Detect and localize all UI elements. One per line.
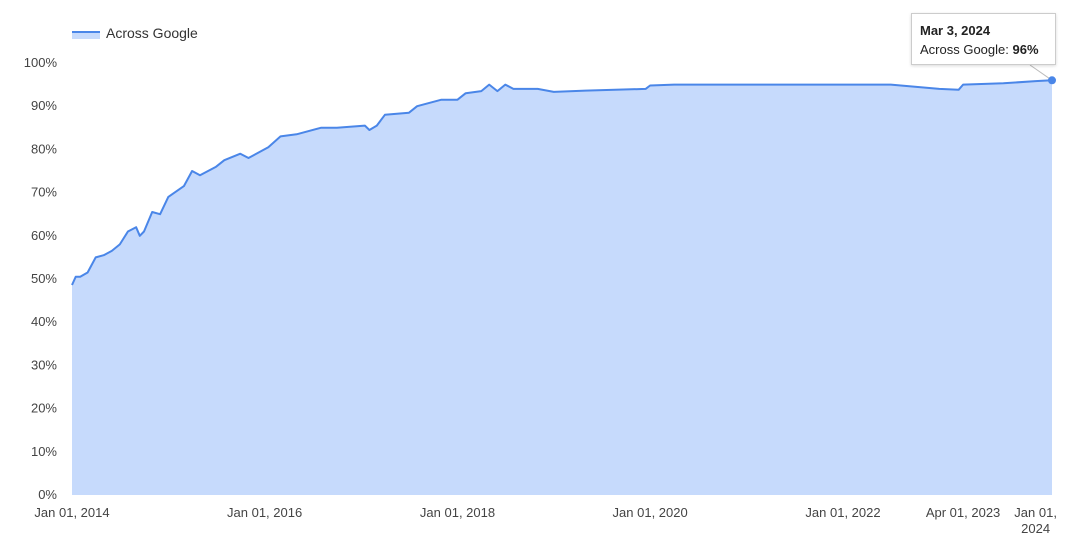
x-tick-label: Apr 01, 2023 [926, 505, 1000, 520]
series-area [72, 80, 1052, 496]
tooltip-row: Across Google: 96% [920, 40, 1055, 59]
tooltip-value: 96% [1012, 42, 1039, 57]
tooltip: Mar 3, 2024 Across Google: 96% [911, 13, 1056, 65]
y-tick-label: 0% [38, 487, 57, 502]
tooltip-pointer [1029, 64, 1053, 81]
series-line [71, 79, 1053, 286]
x-tick-label: Jan 01, 2014 [34, 505, 109, 520]
legend-label: Across Google [106, 25, 198, 41]
x-tick-label: Jan 01, [1014, 505, 1057, 520]
x-tick-label: Jan 01, 2016 [227, 505, 302, 520]
y-tick-label: 10% [31, 444, 57, 459]
y-tick-label: 90% [31, 98, 57, 113]
legend-swatch-fill [72, 31, 100, 39]
y-tick-label: 100% [24, 55, 58, 70]
x-tick-label: 2024 [1021, 521, 1050, 536]
y-axis: 0% 10% 20% 30% 40% 50% 60% 70% 80% 90% 100% [24, 55, 58, 502]
x-tick-label: Jan 01, 2020 [613, 505, 688, 520]
y-tick-label: 60% [31, 228, 57, 243]
y-tick-label: 70% [31, 185, 57, 200]
y-tick-label: 80% [31, 141, 57, 156]
x-tick-label: Jan 01, 2022 [805, 505, 880, 520]
hovered-point[interactable] [1048, 76, 1056, 85]
x-axis: Jan 01, 2014 Jan 01, 2016 Jan 01, 2018 Jan … [34, 505, 1057, 536]
y-tick-label: 30% [31, 357, 57, 372]
tooltip-series: Across Google: [920, 42, 1009, 57]
y-tick-label: 20% [31, 401, 57, 416]
x-tick-label: Jan 01, 2018 [420, 505, 495, 520]
y-tick-label: 50% [31, 271, 57, 286]
y-tick-label: 40% [31, 314, 57, 329]
tooltip-date: Mar 3, 2024 [920, 23, 991, 38]
legend[interactable]: Across Google [72, 25, 198, 41]
